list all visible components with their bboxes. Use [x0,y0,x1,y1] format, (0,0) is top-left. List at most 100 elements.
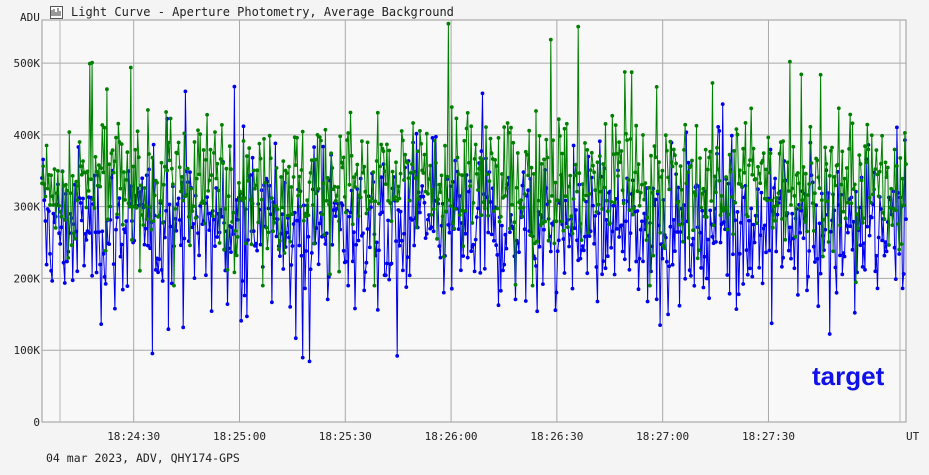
data-point [677,303,682,308]
data-point [179,243,183,248]
data-point [869,133,874,138]
data-point [617,235,621,239]
data-point [803,171,808,176]
data-point [667,264,672,269]
data-point [807,182,812,187]
data-point [578,256,583,261]
data-point [620,188,625,193]
data-point [250,201,255,206]
data-point [462,138,467,143]
data-point [729,133,734,138]
data-point [336,185,340,190]
data-point [852,310,857,315]
data-point [817,186,822,191]
data-point [799,72,804,77]
data-point [692,283,697,288]
data-point [495,253,500,257]
data-point [226,194,231,199]
data-point [769,198,774,203]
data-point [728,170,733,174]
data-point [305,198,310,203]
data-point [668,224,673,229]
data-point [552,241,557,246]
data-point [52,167,57,172]
data-point [626,177,631,182]
data-point [489,232,494,237]
data-point [363,189,368,194]
data-point [811,229,816,233]
data-point [407,273,412,278]
data-point [546,238,551,243]
light-curve-app-icon[interactable] [50,5,63,19]
data-point [377,248,381,253]
data-point [472,157,477,161]
data-point [655,189,660,194]
data-point [650,191,655,195]
data-point [810,180,815,185]
data-point [536,198,541,203]
data-point [704,276,709,281]
data-point [587,234,592,239]
data-point [192,140,197,144]
data-point [94,169,99,174]
data-point [868,200,873,205]
data-point [628,231,633,236]
data-point [76,184,81,188]
data-point [327,202,331,207]
data-point [151,219,156,224]
data-point [486,213,491,218]
data-point [740,184,744,189]
data-point [611,152,616,157]
data-point [426,191,430,196]
data-point [58,242,63,246]
data-point [388,201,393,206]
data-point [900,176,905,181]
data-point [73,236,77,241]
data-point [427,177,431,182]
data-point [471,242,476,247]
data-point [93,155,98,159]
data-point [827,173,832,178]
data-point [353,306,357,311]
data-point [332,184,337,189]
data-point [307,180,312,185]
data-point [349,188,354,193]
data-point [753,177,758,181]
data-point [508,226,512,231]
data-point [242,293,247,298]
data-point [166,327,171,332]
data-point [739,220,743,225]
data-point [791,144,796,149]
data-point [848,224,853,229]
data-point [603,122,608,126]
data-point [371,170,376,175]
data-point [709,199,714,203]
data-point [364,211,369,216]
data-point [353,185,357,189]
data-point [57,203,61,208]
data-point [622,257,627,262]
data-point [352,230,356,235]
data-point [821,254,825,259]
data-point [241,139,246,143]
data-point [177,218,182,222]
data-point [49,268,53,273]
data-point [64,182,68,187]
data-point [440,214,445,219]
data-point [741,146,746,151]
data-point [98,262,102,267]
data-point [403,152,407,157]
data-point [745,214,750,219]
data-point [826,240,831,244]
data-point [560,151,565,156]
data-point [165,168,170,173]
data-point [204,273,208,278]
data-point [189,186,194,191]
data-point [615,227,619,231]
data-point [666,312,670,317]
data-point [836,106,841,111]
data-point [658,230,662,235]
data-point [892,245,897,250]
data-point [352,175,356,180]
